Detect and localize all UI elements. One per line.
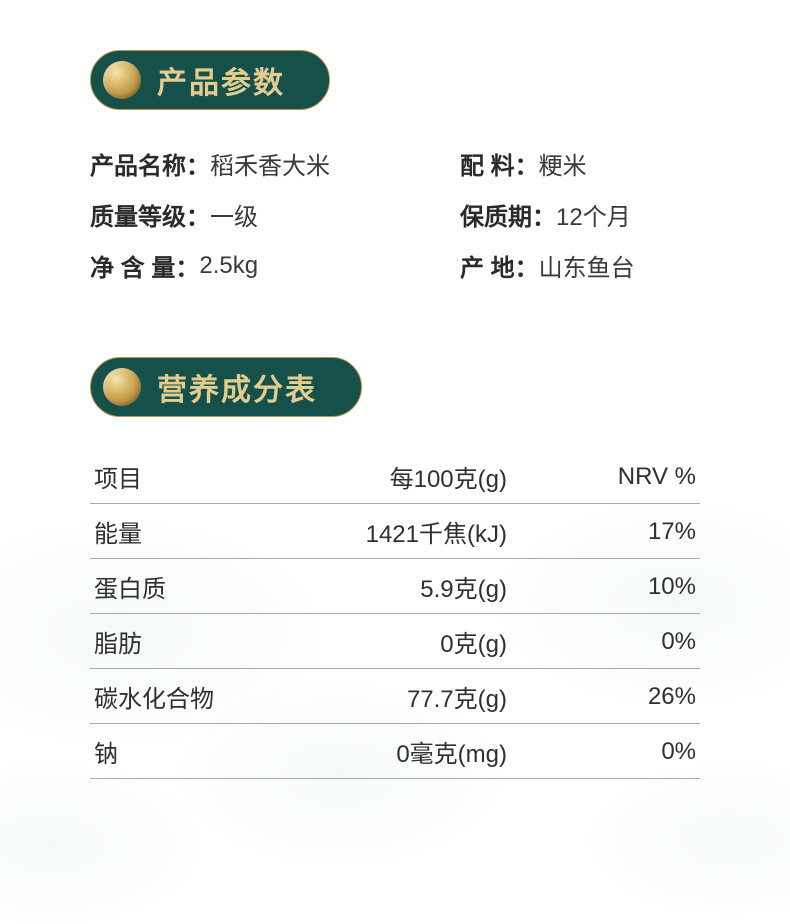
- param-row: 产 地： 山东鱼台: [460, 248, 700, 283]
- table-cell: 0毫克(mg): [249, 724, 517, 779]
- param-row: 质量等级： 一级: [90, 197, 460, 232]
- param-label: 产 地：: [460, 248, 539, 283]
- table-cell: 碳水化合物: [90, 669, 249, 724]
- param-value: 一级: [210, 197, 258, 232]
- table-cell: 10%: [517, 559, 700, 614]
- table-cell: 26%: [517, 669, 700, 724]
- table-header-cell: 项目: [90, 453, 249, 504]
- main-content: 产品参数 产品名称： 稻禾香大米 质量等级： 一级 净 含 量： 2.5kg 配…: [0, 0, 790, 779]
- table-cell: 钠: [90, 724, 249, 779]
- table-cell: 0克(g): [249, 614, 517, 669]
- table-cell: 1421千焦(kJ): [249, 504, 517, 559]
- table-cell: 17%: [517, 504, 700, 559]
- table-cell: 蛋白质: [90, 559, 249, 614]
- param-row: 保质期： 12个月: [460, 197, 700, 232]
- table-header-cell: NRV %: [517, 453, 700, 504]
- section-title-params: 产品参数: [90, 50, 330, 110]
- table-cell: 0%: [517, 614, 700, 669]
- param-label: 净 含 量：: [90, 248, 199, 283]
- table-row: 脂肪 0克(g) 0%: [90, 614, 700, 669]
- product-params: 产品名称： 稻禾香大米 质量等级： 一级 净 含 量： 2.5kg 配 料： 粳…: [90, 146, 700, 299]
- table-row: 蛋白质 5.9克(g) 10%: [90, 559, 700, 614]
- param-row: 产品名称： 稻禾香大米: [90, 146, 460, 181]
- param-label: 产品名称：: [90, 146, 210, 181]
- table-header-row: 项目 每100克(g) NRV %: [90, 453, 700, 504]
- param-label: 质量等级：: [90, 197, 210, 232]
- param-value: 山东鱼台: [539, 248, 635, 283]
- table-cell: 0%: [517, 724, 700, 779]
- param-label: 配 料：: [460, 146, 539, 181]
- table-cell: 77.7克(g): [249, 669, 517, 724]
- table-cell: 能量: [90, 504, 249, 559]
- nutrition-table: 项目 每100克(g) NRV % 能量 1421千焦(kJ) 17% 蛋白质 …: [90, 453, 700, 779]
- table-cell: 脂肪: [90, 614, 249, 669]
- param-label: 保质期：: [460, 197, 556, 232]
- param-row: 净 含 量： 2.5kg: [90, 248, 460, 283]
- table-row: 钠 0毫克(mg) 0%: [90, 724, 700, 779]
- section-title-nutrition: 营养成分表: [90, 357, 362, 417]
- table-row: 碳水化合物 77.7克(g) 26%: [90, 669, 700, 724]
- table-header-cell: 每100克(g): [249, 453, 517, 504]
- section-title-text: 营养成分表: [157, 365, 317, 409]
- section-title-text: 产品参数: [157, 58, 285, 102]
- params-column-right: 配 料： 粳米 保质期： 12个月 产 地： 山东鱼台: [460, 146, 700, 299]
- param-value: 12个月: [556, 197, 631, 232]
- param-value: 粳米: [539, 146, 587, 181]
- param-row: 配 料： 粳米: [460, 146, 700, 181]
- param-value: 稻禾香大米: [210, 146, 330, 181]
- table-row: 能量 1421千焦(kJ) 17%: [90, 504, 700, 559]
- param-value: 2.5kg: [199, 252, 258, 280]
- table-cell: 5.9克(g): [249, 559, 517, 614]
- params-column-left: 产品名称： 稻禾香大米 质量等级： 一级 净 含 量： 2.5kg: [90, 146, 460, 299]
